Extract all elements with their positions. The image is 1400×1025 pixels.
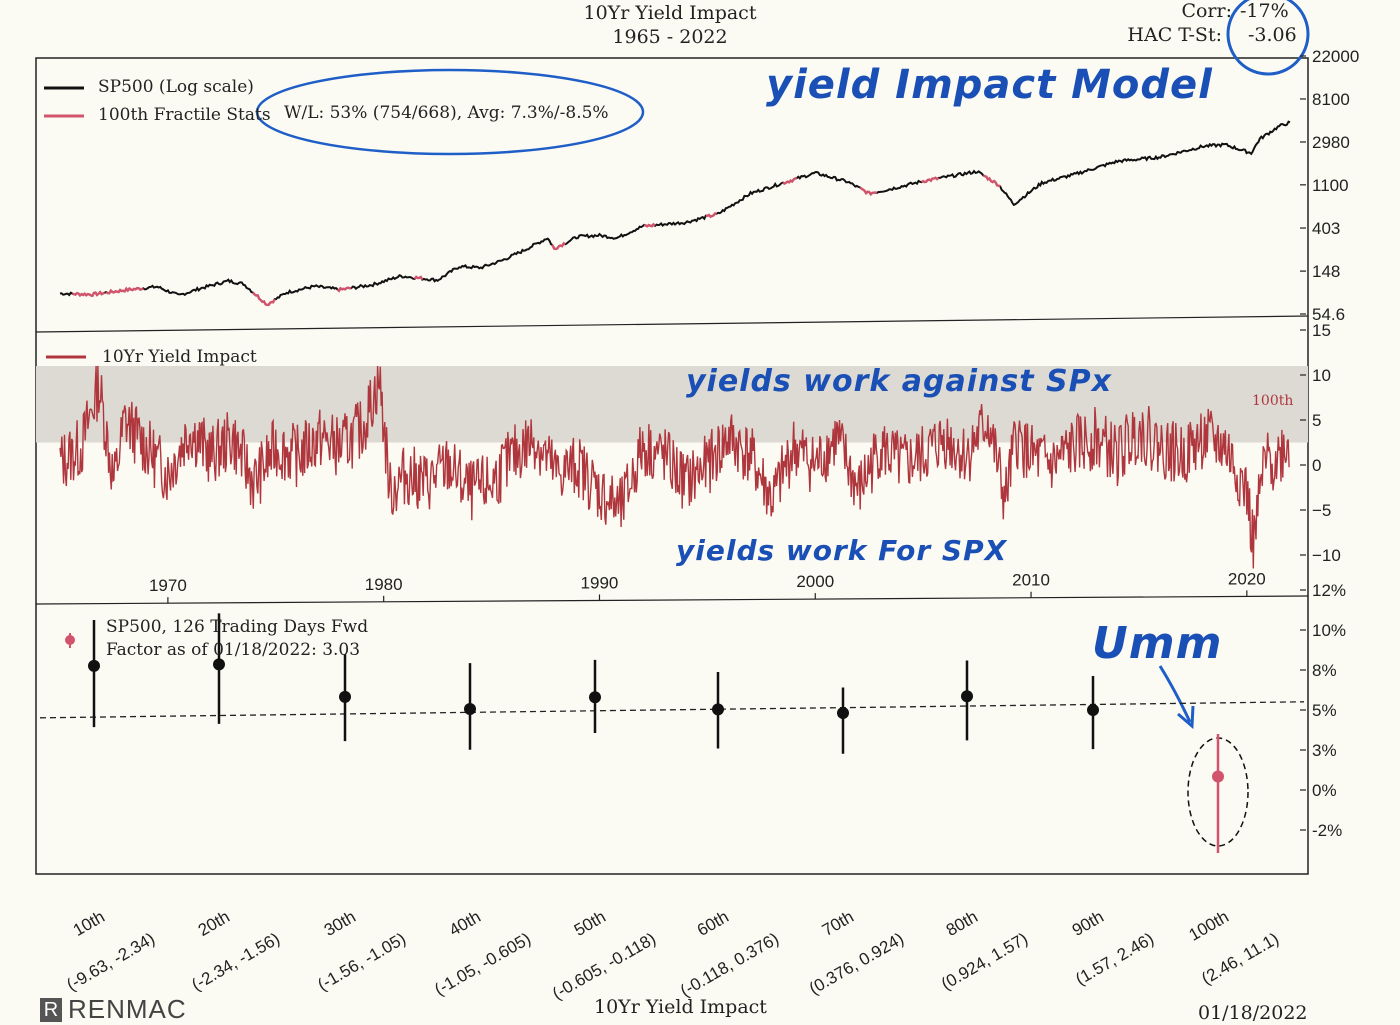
sp500-panel: 22000 8100 2980 1100 403 148 54.6 <box>59 47 1359 324</box>
fractile-highlight-segment <box>982 174 1001 188</box>
annotation-model: yield Impact Model <box>766 62 1213 108</box>
fractile-highlight-segment <box>859 186 878 197</box>
fractile-highlight-segment <box>413 275 424 281</box>
fractile-highlight-segment <box>551 241 566 251</box>
umm-arrow-icon <box>1158 665 1192 723</box>
hac-label: HAC T-St: <box>1127 24 1222 46</box>
y-tick-label: 148 <box>1312 262 1340 281</box>
y-tick-label: 5% <box>1312 701 1337 720</box>
fractile-highlight-segment <box>71 290 106 298</box>
fractile-point <box>837 707 849 719</box>
renmac-logo-text: RENMAC <box>68 994 187 1024</box>
chart-title: 10Yr Yield Impact <box>583 2 757 24</box>
scatter-title: SP500, 126 Trading Days Fwd <box>106 617 369 637</box>
renmac-logo-mark: R <box>40 998 62 1022</box>
legend-yield-impact-label: 10Yr Yield Impact <box>102 347 257 367</box>
x-category-label: 10th <box>70 907 108 940</box>
x-category-range-label: (-0.118, 0.376) <box>677 929 782 1001</box>
x-category-label: 20th <box>195 907 233 940</box>
x-category-range-label: (-0.605, -0.118) <box>549 929 659 1003</box>
stats-circle-annotation <box>255 68 645 156</box>
fractile-point <box>88 659 100 672</box>
hac-value: -3.06 <box>1248 24 1297 46</box>
footer-date: 01/18/2022 <box>1198 1002 1308 1024</box>
panel-divider-bottom <box>35 595 1309 605</box>
y-tick-label: 0% <box>1312 781 1337 800</box>
yield-impact-panel: 15 10 5 0 −5 −10 1970 1980 1990 2000 2010 2020 <box>59 321 1341 604</box>
y-tick-label: 0 <box>1312 456 1321 475</box>
corr-circle-annotation <box>1226 0 1310 76</box>
x-category-range-label: (0.376, 0.924) <box>806 929 907 998</box>
panel-divider-top <box>35 315 1309 333</box>
x-category-label: 100th <box>1186 907 1232 945</box>
x-category-label: 90th <box>1069 907 1107 940</box>
legend-sp500-label: SP500 (Log scale) <box>98 77 254 97</box>
chart-date-range: 1965 - 2022 <box>612 26 728 48</box>
fractile-point <box>1087 704 1099 716</box>
fractile-highlight-segment <box>920 176 940 184</box>
y-tick-label: 403 <box>1312 219 1340 238</box>
annotation-for: yields work For SPX <box>676 534 1008 567</box>
y-tick-label: 22000 <box>1312 47 1359 66</box>
x-tick-label: 2010 <box>1012 571 1050 590</box>
x-axis-label: 10Yr Yield Impact <box>594 996 767 1018</box>
y-tick-label: 1100 <box>1312 176 1349 195</box>
legend-fractile-label: 100th Fractile Stats <box>98 105 271 125</box>
y-tick-label: 2980 <box>1312 133 1350 152</box>
fractile-point <box>339 690 351 703</box>
x-category-range-label: (-1.05, -0.605) <box>431 929 534 999</box>
y-tick-label: 12% <box>1312 581 1346 600</box>
x-category-range-label: (2.46, 11.1) <box>1198 929 1282 988</box>
x-tick-label: 1980 <box>365 575 403 594</box>
y-tick-label: −5 <box>1312 501 1331 520</box>
x-category-label: 60th <box>694 907 732 940</box>
fractile-highlight-segment <box>643 222 656 228</box>
x-category-range-label: (1.57, 2.46) <box>1072 929 1157 989</box>
x-tick-label: 2000 <box>796 572 834 591</box>
annotation-umm: Umm <box>1092 618 1223 669</box>
y-tick-label: 10% <box>1312 621 1346 640</box>
corr-label: Corr: <box>1181 0 1232 22</box>
sp500-line <box>59 120 1291 306</box>
x-category-label: 40th <box>446 907 484 940</box>
x-category-label: 70th <box>819 907 857 940</box>
fractile-highlight-segment <box>252 291 276 307</box>
y-tick-label: 54.6 <box>1312 305 1345 324</box>
scatter-subtitle: Factor as of 01/18/2022: 3.03 <box>106 640 361 660</box>
y-tick-label: 10 <box>1312 366 1331 385</box>
reference-line <box>39 701 1305 719</box>
x-category-label: 80th <box>943 907 981 940</box>
x-category-label: 50th <box>571 907 609 940</box>
band-label: 100th <box>1252 393 1294 409</box>
fractile-point <box>589 691 601 704</box>
fractile-point <box>213 658 225 671</box>
x-tick-label: 1970 <box>149 576 187 595</box>
fractile-point <box>961 690 973 703</box>
yield-impact-line <box>59 365 1290 569</box>
y-tick-label: 15 <box>1312 321 1331 340</box>
y-tick-label: -2% <box>1312 821 1342 840</box>
y-tick-label: 8100 <box>1312 90 1350 109</box>
x-tick-label: 2020 <box>1228 569 1266 588</box>
umm-arrowhead-icon <box>1177 705 1195 730</box>
y-tick-label: −10 <box>1312 546 1341 565</box>
x-tick-label: 1990 <box>581 573 619 592</box>
fractile-point <box>712 703 724 716</box>
y-tick-label: 5 <box>1312 411 1321 430</box>
fractile-highlight-segment <box>105 286 144 295</box>
annotation-against: yields work against SPx <box>686 364 1112 399</box>
x-category-label: 30th <box>321 907 359 940</box>
fractile-highlight-segment <box>705 212 717 219</box>
corr-value: -17% <box>1240 0 1289 22</box>
y-tick-label: 8% <box>1312 661 1337 680</box>
fractile-highlight-segment <box>782 176 798 186</box>
fractile-point <box>1212 770 1224 783</box>
chart-frame <box>35 57 1309 875</box>
fractile-point <box>464 703 476 715</box>
y-tick-label: 3% <box>1312 741 1337 760</box>
fractile-highlight-segment <box>336 286 352 293</box>
fractile-stats-text: W/L: 53% (754/668), Avg: 7.3%/-8.5% <box>284 103 609 123</box>
